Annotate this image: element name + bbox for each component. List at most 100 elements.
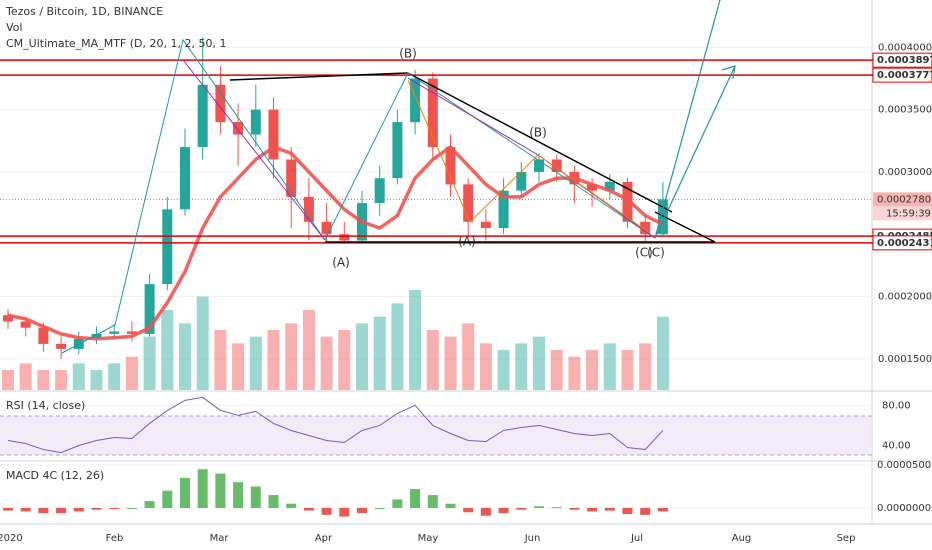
level-box [872,235,932,251]
candle-body [180,147,190,210]
macd-bar [126,507,137,509]
macd-bar [38,507,49,514]
moving-average [7,144,664,341]
projection [654,0,721,239]
volume-bar [479,343,492,390]
macd-bar [604,507,615,511]
candle-body [303,196,314,222]
volume-bar [302,310,315,390]
x-tick-label: Apr [315,533,333,544]
last-price-label: 0.0002780 [877,194,931,205]
candle-body [534,159,544,172]
macd-bar [162,490,173,508]
macd-bar [109,507,120,509]
trend-line [407,72,673,213]
trend-line [229,72,409,81]
volume-bar [72,363,85,390]
volume-label: Vol [6,21,22,34]
volume-bar [179,323,191,390]
volume-bar [214,330,227,390]
volume-bar [232,343,245,390]
level-label: 0.0003897 [877,55,932,66]
candle-body [657,199,668,235]
candle-body [640,221,651,235]
volume-bar [515,343,528,390]
macd-bar [534,506,544,508]
macd-bar [197,469,208,508]
macd-bar [144,501,155,508]
symbol-title: Tezos / Bitcoin, 1D, BINANCE [5,5,163,18]
macd-bar [357,507,367,514]
candle-body [427,78,438,148]
volume-bar [108,363,121,390]
macd-bar [480,507,491,516]
marks: 0.0004000 0.0003500 0.0003000 0.0002000 0.00… [0,37,932,544]
candle-body [215,84,226,123]
macd-bar [303,507,314,511]
indicator-label: CM_Ultimate_MA_MTF (D, 20, 1, 2, 50, 1 [6,37,226,50]
macd-bar [569,507,580,510]
macd-bar [640,507,651,515]
wave-label: (B) [399,47,417,61]
y-tick-label: 0.0002000 [878,292,932,303]
y-tick-label: 0.0000500 [877,460,931,471]
volume-bar [497,350,510,390]
volume-bar [426,330,439,390]
last-price-box [873,192,932,207]
macd-bar [445,503,456,508]
x-tick-label: Aug [732,533,752,544]
candle-body [91,333,102,339]
candle-body [622,181,633,222]
y-tick-label: 0.0000000 [877,503,931,514]
x-tick-label: Feb [106,533,124,544]
volume-bar [462,323,475,390]
macd-bar [286,503,297,508]
volume-bar [320,336,333,390]
volume-bar [267,330,280,390]
countdown: 15:59:39 [886,208,931,219]
x-tick-label: 2020 [0,533,23,544]
volume-bar [586,350,599,390]
wave-line [61,38,656,354]
macd-title: MACD 4C (12, 26) [6,469,104,482]
volume-bar [409,290,422,390]
candle-body [197,84,208,148]
volume-bar [391,303,404,390]
wave-label: (C) [647,246,665,260]
macd-bar [463,507,474,513]
macd-bar [516,507,527,510]
candle-body [480,221,491,229]
volume-bar [656,316,669,390]
volume-bar [285,323,298,390]
macd-bar [374,507,385,509]
volume-bar [37,370,50,390]
volume-bar [161,310,174,390]
legend: Tezos / Bitcoin, 1D, BINANCE Vol CM_Ulti… [5,5,226,482]
macd-bar [410,489,421,508]
volume-bar [356,323,368,390]
volume-bar [19,363,32,390]
volume-bar [55,370,68,390]
volume-bar [143,336,156,390]
level-label: 0.0002431 [877,238,932,249]
macd-bar [73,507,84,512]
volume-bar [550,350,563,390]
candle-body [286,159,297,197]
y-tick-label: 0.0004000 [878,42,932,53]
macd-bar [427,495,438,508]
candle-body [604,181,615,191]
macd-bar [233,482,244,508]
candle-body [463,184,474,222]
rsi-title: RSI (14, close) [6,399,85,412]
y-tick-label: 0.0003500 [878,105,932,116]
level-box [872,67,932,83]
volume-bar [603,343,616,390]
level-label: 0.0003777 [877,70,932,81]
y-tick-label: 40.00 [882,441,911,452]
x-tick-label: Jul [630,533,643,544]
wave-label: (B) [529,126,547,140]
x-tick-label: May [418,533,439,544]
candle-body [374,178,385,204]
candle-body [20,321,31,328]
macd-bar [587,507,598,512]
